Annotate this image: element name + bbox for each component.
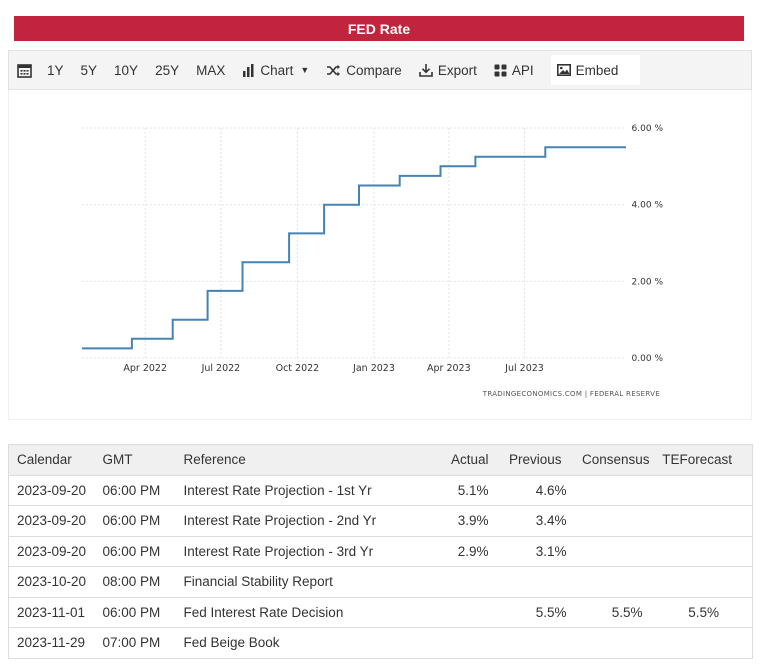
calendar-button[interactable] (17, 63, 32, 78)
cell-previous (491, 566, 570, 598)
image-icon (556, 64, 571, 76)
col-header-actual[interactable]: Actual (421, 444, 492, 476)
cell-consensus (569, 474, 658, 506)
chart-toolbar: 1Y 5Y 10Y 25Y MAX Chart ▼ Compare Export (8, 50, 752, 90)
table-row: 2023-11-01 06:00 PM Fed Interest Rate De… (8, 596, 753, 628)
x-tick-label: Oct 2022 (276, 363, 320, 374)
compare-label: Compare (346, 62, 402, 78)
embed-label: Embed (575, 62, 619, 78)
cell-actual: 2.9% (421, 535, 492, 567)
cell-date: 2023-09-20 (8, 474, 103, 506)
cell-teforecast (657, 566, 753, 598)
x-tick-label: Apr 2022 (123, 363, 167, 374)
x-tick-label: Jul 2023 (504, 363, 544, 374)
y-tick-label: 2.00 % (632, 277, 664, 287)
col-header-consensus[interactable]: Consensus (569, 444, 658, 476)
compare-button[interactable]: Compare (326, 63, 402, 78)
x-tick-label: Apr 2023 (427, 363, 471, 374)
cell-previous (491, 627, 570, 659)
cell-consensus (569, 505, 658, 537)
line-chart: 0.00 % 2.00 % 4.00 % 6.00 % Apr 2022 Jul 202… (82, 124, 664, 398)
cell-date: 2023-09-20 (8, 505, 103, 537)
chevron-down-icon: ▼ (300, 65, 310, 75)
col-header-reference[interactable]: Reference (183, 444, 422, 476)
cell-teforecast (657, 505, 753, 537)
cell-time: 06:00 PM (102, 505, 184, 537)
cell-previous: 5.5% (491, 596, 570, 628)
bar-chart-icon (243, 63, 254, 77)
cell-reference-link[interactable]: Financial Stability Report (183, 566, 422, 598)
cell-consensus: 5.5% (569, 596, 658, 628)
cell-teforecast (657, 535, 753, 567)
cell-previous: 4.6% (491, 474, 570, 506)
cell-teforecast: 5.5% (657, 596, 753, 628)
table-row: 2023-09-20 06:00 PM Interest Rate Projec… (8, 505, 753, 537)
cell-actual (421, 627, 492, 659)
cell-time: 08:00 PM (102, 566, 184, 598)
calendar-table-container: Calendar GMT Reference Actual Previous C… (8, 444, 753, 659)
cell-teforecast (657, 474, 753, 506)
cell-actual: 5.1% (421, 474, 492, 506)
cell-consensus (569, 535, 658, 567)
cell-date: 2023-10-20 (8, 566, 103, 598)
cell-reference-link[interactable]: Fed Interest Rate Decision (183, 596, 422, 628)
cell-date: 2023-11-29 (8, 627, 103, 659)
range-25y-button[interactable]: 25Y (155, 62, 180, 78)
x-tick-label: Jul 2022 (201, 363, 241, 374)
table-header-row: Calendar GMT Reference Actual Previous C… (8, 444, 753, 476)
cell-actual: 3.9% (421, 505, 492, 537)
chart-type-label: Chart (260, 62, 294, 78)
cell-date: 2023-09-20 (8, 535, 103, 567)
range-10y-button[interactable]: 10Y (114, 62, 139, 78)
col-header-teforecast[interactable]: TEForecast (657, 444, 753, 476)
chart-source-label: TRADINGECONOMICS.COM | FEDERAL RESERVE (482, 390, 660, 398)
x-tick-label: Jan 2023 (352, 363, 395, 374)
cell-reference-link[interactable]: Interest Rate Projection - 1st Yr (183, 474, 422, 506)
y-tick-label: 6.00 % (632, 124, 664, 134)
embed-button[interactable]: Embed (550, 55, 641, 85)
api-label: API (511, 62, 534, 78)
range-1y-button[interactable]: 1Y (47, 62, 64, 78)
chart-title-bar: FED Rate (14, 16, 744, 41)
cell-reference-link[interactable]: Interest Rate Projection - 2nd Yr (183, 505, 422, 537)
calendar-icon (17, 63, 32, 78)
export-label: Export (437, 62, 477, 78)
cell-time: 06:00 PM (102, 535, 184, 567)
table-row: 2023-10-20 08:00 PM Financial Stability … (8, 566, 753, 598)
grid-icon (494, 64, 507, 76)
col-header-previous[interactable]: Previous (491, 444, 570, 476)
cell-time: 07:00 PM (102, 627, 184, 659)
cell-actual (421, 596, 492, 628)
y-tick-label: 4.00 % (632, 201, 664, 211)
cell-teforecast (657, 627, 753, 659)
y-tick-label: 0.00 % (632, 354, 664, 364)
download-icon (419, 64, 433, 77)
table-row: 2023-09-20 06:00 PM Interest Rate Projec… (8, 535, 753, 567)
range-max-button[interactable]: MAX (196, 62, 226, 78)
api-button[interactable]: API (494, 63, 534, 78)
calendar-table: Calendar GMT Reference Actual Previous C… (8, 444, 753, 659)
chart-type-dropdown[interactable]: Chart ▼ (242, 63, 309, 78)
cell-previous: 3.4% (491, 505, 570, 537)
range-5y-button[interactable]: 5Y (80, 62, 98, 78)
table-row: 2023-11-29 07:00 PM Fed Beige Book (8, 627, 753, 659)
page-title: FED Rate (347, 20, 411, 37)
cell-reference-link[interactable]: Interest Rate Projection - 3rd Yr (183, 535, 422, 567)
cell-date: 2023-11-01 (8, 596, 103, 628)
chart-panel: 0.00 % 2.00 % 4.00 % 6.00 % Apr 2022 Jul 202… (8, 90, 752, 420)
table-row: 2023-09-20 06:00 PM Interest Rate Projec… (8, 474, 753, 506)
series-line (82, 146, 626, 350)
cell-actual (421, 566, 492, 598)
cell-consensus (569, 627, 658, 659)
cell-previous: 3.1% (491, 535, 570, 567)
cell-consensus (569, 566, 658, 598)
col-header-calendar[interactable]: Calendar (8, 444, 103, 476)
cell-time: 06:00 PM (102, 474, 184, 506)
cell-reference-link[interactable]: Fed Beige Book (183, 627, 422, 659)
cell-time: 06:00 PM (102, 596, 184, 628)
export-button[interactable]: Export (419, 63, 477, 78)
col-header-gmt[interactable]: GMT (102, 444, 184, 476)
shuffle-icon (327, 64, 341, 76)
